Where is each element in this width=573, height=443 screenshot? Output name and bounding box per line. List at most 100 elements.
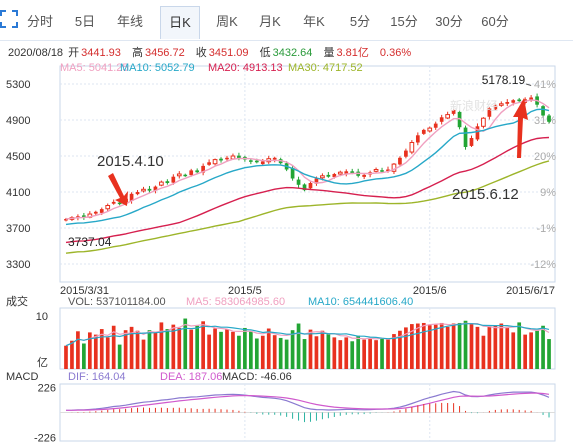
volume-bar [505, 326, 510, 369]
volume-bar [547, 339, 551, 369]
candle-body [290, 168, 295, 179]
ma-legend-2: MA20: 4913.13 [208, 62, 283, 74]
candle-body [445, 114, 450, 119]
candle-body [391, 163, 397, 172]
note-2015-4-10: 2015.4.10 [97, 153, 164, 170]
dif-line [65, 390, 550, 411]
volume-bar [105, 337, 110, 369]
vol-ma10: MA10: 654441606.40 [308, 296, 413, 308]
volume-bar [278, 337, 283, 369]
vol-ma10-line [65, 323, 550, 347]
volume-bar [362, 339, 367, 369]
tab-7[interactable]: 年K [303, 14, 325, 29]
info-high-label: 高 [131, 47, 143, 59]
volume-bar [231, 331, 235, 369]
volume-bar [213, 328, 217, 369]
volume-bar [398, 330, 402, 369]
volume-bar [392, 334, 396, 369]
volume-bar [481, 335, 486, 369]
volume-bar [368, 337, 372, 369]
volume-bar [243, 327, 247, 369]
volume-bar [493, 325, 498, 369]
arrow-2015-4-10 [108, 173, 128, 206]
ma30-line [65, 160, 550, 254]
pct-tick: -12% [530, 259, 556, 271]
fullscreen-icon[interactable] [0, 10, 18, 28]
macd-tick-bottom: -226 [34, 432, 56, 443]
candle-body [117, 202, 122, 205]
pct-tick: -1% [536, 223, 556, 235]
candle-body [302, 184, 307, 191]
volume-bar [445, 326, 450, 369]
volume-bar [308, 329, 313, 369]
candle-body [535, 96, 539, 105]
candle-body [64, 219, 68, 221]
candle-body [463, 127, 468, 147]
min-price-label: 3737.04 [68, 235, 112, 249]
volume-bar [225, 329, 229, 369]
candle-body [195, 170, 200, 173]
arrow-2015-6-12 [513, 98, 528, 158]
note-2015-6-12: 2015.6.12 [452, 186, 519, 203]
volume-bar [338, 340, 343, 369]
volume-bar [487, 326, 492, 369]
macd-tick-top: 226 [38, 383, 56, 395]
candle-body [254, 160, 259, 163]
candle-body [344, 171, 349, 174]
volume-bar [248, 331, 253, 369]
tab-8[interactable]: 5分 [349, 14, 371, 29]
volume-bar [159, 322, 164, 369]
volume-bar [386, 339, 390, 369]
volume-bar [70, 340, 74, 369]
tab-2[interactable]: 5日 [74, 14, 96, 29]
candle-body [207, 162, 211, 165]
tab-1[interactable]: 分时 [26, 14, 53, 29]
candle-body [237, 155, 241, 159]
candle-body [201, 165, 205, 173]
volume-bar [284, 339, 289, 369]
tab-11[interactable]: 60分 [481, 14, 509, 29]
volume-bar [415, 323, 420, 369]
pct-tick: 20% [534, 151, 556, 163]
max-price-label: 5178.19 [482, 73, 526, 87]
candle-body [523, 99, 528, 103]
candle-body [547, 115, 551, 122]
volume-bar [427, 325, 432, 369]
tab-5[interactable]: 周K [216, 14, 238, 29]
volume-bar [64, 345, 68, 369]
volume-bar [153, 332, 158, 369]
pct-tick: 41% [534, 79, 556, 91]
tab-10[interactable]: 30分 [435, 14, 463, 29]
volume-bar [93, 334, 98, 369]
candle-body [475, 126, 480, 140]
vol-ma5: MA5: 583064985.60 [186, 296, 285, 308]
volume-bar [76, 331, 80, 369]
candle-body [541, 106, 545, 116]
tab-9[interactable]: 15分 [390, 14, 418, 29]
candle-body [183, 174, 188, 177]
price-tick: 3300 [6, 259, 30, 271]
volume-bar [350, 341, 355, 369]
volume-bar [421, 322, 426, 369]
ma-legend-3: MA30: 4717.52 [288, 62, 363, 74]
volume-bar [135, 330, 140, 369]
candle-body [529, 97, 533, 100]
volume-bar [123, 330, 128, 369]
tab-6[interactable]: 月K [259, 14, 281, 29]
volume-bar [374, 340, 378, 369]
volume-bar [463, 320, 468, 369]
volume-bar [344, 337, 349, 369]
tab-4[interactable]: 日K [160, 6, 200, 39]
info-low-label: 低 [259, 47, 271, 59]
candle-body [225, 157, 229, 160]
volume-bar [141, 339, 146, 369]
info-vol-label: 量 [323, 47, 335, 59]
candle-body [153, 186, 158, 191]
volume-bar [499, 323, 504, 369]
tab-3[interactable]: 年线 [116, 14, 143, 29]
candle-body [362, 174, 367, 177]
candle-body [505, 102, 510, 104]
candle-body [171, 176, 176, 183]
